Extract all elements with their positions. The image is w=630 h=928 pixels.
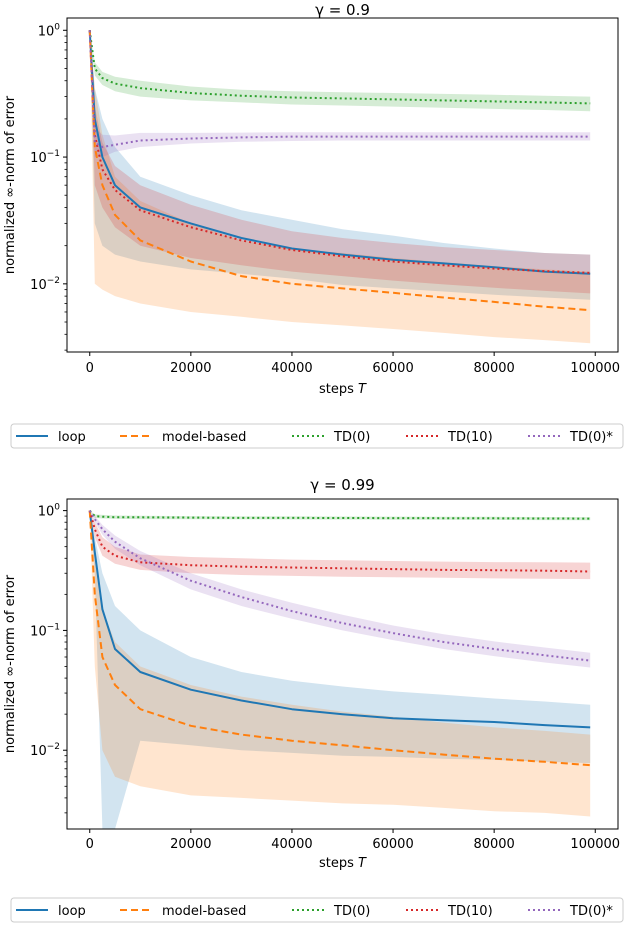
- legend-label: model-based: [162, 430, 246, 445]
- x-tick-label: 0: [86, 361, 94, 376]
- band-td-0-: [89, 30, 591, 158]
- x-tick-label: 20000: [170, 361, 211, 376]
- series-line-model-based: [88, 510, 591, 767]
- legend-label: loop: [58, 430, 86, 445]
- series-line-td-0-: [88, 30, 591, 105]
- legend: loop model-based TD(0) TD(10) TD(0)*: [10, 423, 624, 449]
- y-tick-label: 10−2: [30, 276, 60, 293]
- legend-label: TD(0)*: [569, 430, 613, 445]
- legend-label: TD(0)*: [569, 904, 613, 919]
- y-axis-label: normalized ∞-norm of error: [3, 574, 18, 753]
- x-tick-label: 100000: [570, 837, 620, 852]
- axes-frame: [66, 498, 619, 830]
- x-tick-label: 80000: [473, 361, 514, 376]
- x-axis-label: steps T: [319, 382, 367, 397]
- x-tick-label: 60000: [372, 361, 413, 376]
- legend-label: TD(0): [333, 904, 370, 919]
- x-tick-label: 40000: [271, 361, 312, 376]
- y-axis-label: normalized ∞-norm of error: [3, 95, 18, 274]
- band-td-10-: [89, 510, 591, 580]
- chart-title: γ = 0.99: [310, 476, 374, 494]
- series-line-model-based: [88, 30, 591, 312]
- band-loop: [89, 510, 591, 829]
- band-td-10-: [89, 30, 591, 294]
- legend-label: loop: [58, 904, 86, 919]
- series-line-loop: [88, 510, 591, 729]
- chart-title: γ = 0.9: [315, 1, 370, 19]
- x-tick-label: 80000: [473, 837, 514, 852]
- band-td-0-: [89, 30, 591, 112]
- chart-1: γ = 0.9 0 20000 40000 60000 80000 100000 10−2 10…: [3, 1, 624, 449]
- chart-2: γ = 0.99 0 20000 40000 60000 80000 100000 10−2 1…: [3, 476, 624, 923]
- series-line-loop: [88, 30, 591, 275]
- x-axis-label: steps T: [319, 856, 367, 871]
- y-tick-label: 100: [38, 22, 61, 39]
- x-tick-label: 20000: [170, 837, 211, 852]
- y-tick-label: 10−1: [30, 622, 60, 639]
- x-tick-label: 0: [86, 837, 94, 852]
- x-tick-label: 40000: [271, 837, 312, 852]
- x-tick-label: 100000: [570, 361, 620, 376]
- legend: loop model-based TD(0) TD(10) TD(0)*: [10, 897, 624, 923]
- band-td-0-: [89, 510, 591, 521]
- legend-label: TD(10): [447, 430, 493, 445]
- band-td-0-: [89, 510, 591, 668]
- x-tick-label: 60000: [372, 837, 413, 852]
- y-tick-label: 10−2: [30, 742, 60, 759]
- legend-label: TD(10): [447, 904, 493, 919]
- band-loop: [89, 30, 591, 300]
- legend-label: TD(0): [333, 430, 370, 445]
- y-tick-label: 100: [38, 503, 61, 520]
- legend-label: model-based: [162, 904, 246, 919]
- plot-area: [88, 30, 591, 344]
- plot-area: [88, 509, 591, 829]
- series-line-td-0-: [88, 510, 591, 662]
- y-tick-label: 10−1: [30, 149, 60, 166]
- band-model-based: [89, 510, 591, 817]
- series-line-td-10-: [88, 510, 591, 573]
- series-line-td-0-: [88, 30, 591, 148]
